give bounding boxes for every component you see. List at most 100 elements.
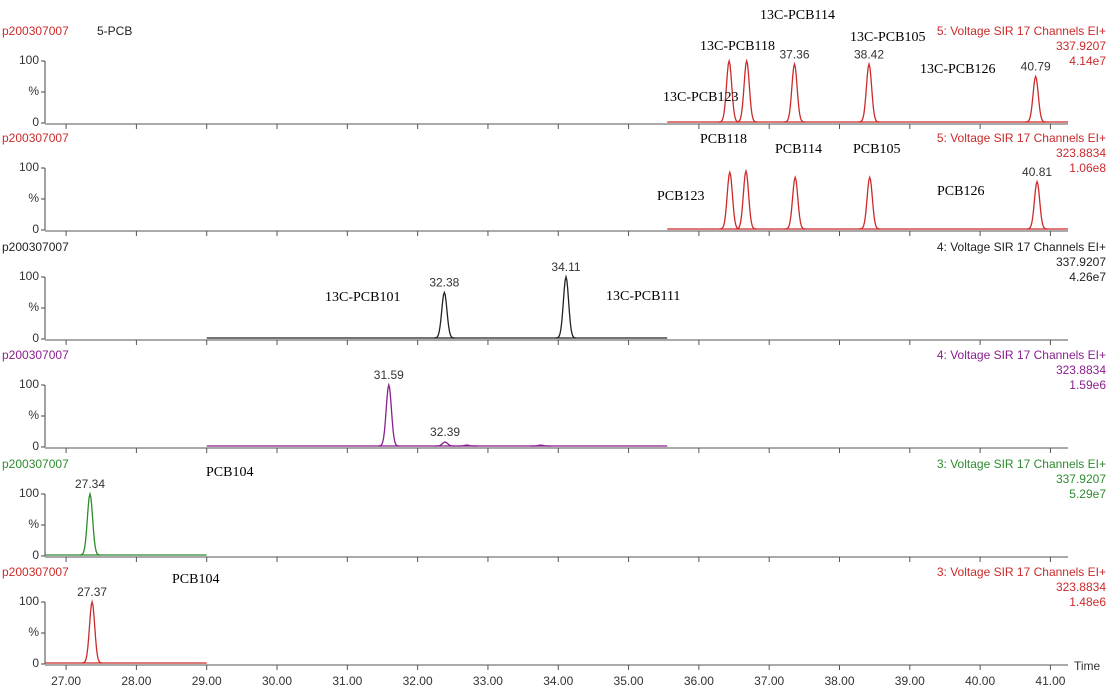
peak bbox=[1026, 179, 1048, 230]
mass-label: 323.8834 bbox=[1056, 580, 1106, 594]
peak bbox=[784, 175, 806, 230]
y-tick-label: 0 bbox=[32, 222, 39, 236]
y-tick-label: % bbox=[28, 300, 39, 314]
x-tick-label: 35.00 bbox=[614, 674, 644, 688]
x-tick-label: 38.00 bbox=[824, 674, 854, 688]
y-tick-label: % bbox=[28, 625, 39, 639]
peak bbox=[858, 61, 880, 123]
x-tick-label: 27.00 bbox=[51, 674, 81, 688]
intensity-label: 1.06e8 bbox=[1069, 161, 1106, 175]
y-tick-label: 0 bbox=[32, 656, 39, 670]
peak bbox=[530, 444, 552, 447]
intensity-label: 1.59e6 bbox=[1069, 378, 1106, 392]
compound-label: PCB123 bbox=[657, 189, 704, 204]
panel-title: p200307007 bbox=[2, 131, 69, 145]
mass-label: 323.8834 bbox=[1056, 363, 1106, 377]
x-tick-label: 33.00 bbox=[473, 674, 503, 688]
y-tick-label: 100 bbox=[19, 486, 39, 500]
compound-label: PCB104 bbox=[172, 572, 219, 587]
peak bbox=[736, 58, 758, 123]
compound-label: PCB126 bbox=[937, 184, 984, 199]
y-tick-label: 0 bbox=[32, 548, 39, 562]
panel-title: p200307007 bbox=[2, 240, 69, 254]
compound-label: 13C-PCB105 bbox=[850, 30, 925, 45]
mass-label: 337.9207 bbox=[1056, 472, 1106, 486]
x-tick-label: 41.00 bbox=[1035, 674, 1065, 688]
panel-title: p200307007 bbox=[2, 24, 69, 38]
peak-label: 40.79 bbox=[1021, 60, 1051, 74]
y-tick-label: 100 bbox=[19, 160, 39, 174]
peak-label: 37.36 bbox=[779, 47, 809, 61]
peak bbox=[378, 382, 400, 447]
panel-title: p200307007 bbox=[2, 565, 69, 579]
peak bbox=[79, 491, 101, 556]
y-tick-label: % bbox=[28, 84, 39, 98]
x-tick-label: 36.00 bbox=[684, 674, 714, 688]
function-label: 5: Voltage SIR 17 Channels EI+ bbox=[937, 24, 1106, 38]
peak-label: 32.38 bbox=[429, 276, 459, 290]
mass-label: 323.8834 bbox=[1056, 146, 1106, 160]
function-label: 3: Voltage SIR 17 Channels EI+ bbox=[937, 565, 1106, 579]
function-label: 5: Voltage SIR 17 Channels EI+ bbox=[937, 131, 1106, 145]
y-tick-label: % bbox=[28, 408, 39, 422]
intensity-label: 4.14e7 bbox=[1069, 54, 1106, 68]
y-tick-label: % bbox=[28, 191, 39, 205]
peak bbox=[434, 441, 456, 447]
x-tick-label: 32.00 bbox=[403, 674, 433, 688]
function-label: 4: Voltage SIR 17 Channels EI+ bbox=[937, 240, 1106, 254]
y-tick-label: 100 bbox=[19, 594, 39, 608]
peak-label: 31.59 bbox=[374, 368, 404, 382]
peak-label: 27.34 bbox=[75, 477, 105, 491]
y-tick-label: 100 bbox=[19, 53, 39, 67]
peak bbox=[81, 599, 103, 664]
x-tick-label: 30.00 bbox=[262, 674, 292, 688]
y-tick-label: 100 bbox=[19, 269, 39, 283]
peak-label: 40.81 bbox=[1022, 165, 1052, 179]
compound-label: PCB105 bbox=[853, 142, 900, 157]
compound-label: 13C-PCB118 bbox=[700, 39, 775, 54]
compound-label: PCB118 bbox=[700, 132, 747, 147]
mass-label: 337.9207 bbox=[1056, 255, 1106, 269]
function-label: 3: Voltage SIR 17 Channels EI+ bbox=[937, 457, 1106, 471]
y-tick-label: 0 bbox=[32, 439, 39, 453]
peak bbox=[1025, 74, 1047, 123]
y-tick-label: 100 bbox=[19, 377, 39, 391]
peak bbox=[456, 444, 478, 447]
compound-label: PCB114 bbox=[775, 142, 822, 157]
compound-label: 13C-PCB111 bbox=[606, 289, 680, 304]
x-tick-label: 34.00 bbox=[543, 674, 573, 688]
intensity-label: 1.48e6 bbox=[1069, 595, 1106, 609]
peak-label: 34.11 bbox=[551, 260, 580, 274]
y-tick-label: % bbox=[28, 517, 39, 531]
x-tick-label: 40.00 bbox=[965, 674, 995, 688]
function-label: 4: Voltage SIR 17 Channels EI+ bbox=[937, 348, 1106, 362]
peak bbox=[735, 168, 757, 230]
peak bbox=[859, 175, 881, 230]
compound-label: 13C-PCB101 bbox=[325, 290, 400, 305]
compound-label: 13C-PCB123 bbox=[663, 90, 738, 105]
panel-title: p200307007 bbox=[2, 457, 69, 471]
x-tick-label: 31.00 bbox=[332, 674, 362, 688]
x-tick-label: 37.00 bbox=[754, 674, 784, 688]
mass-label: 337.9207 bbox=[1056, 39, 1106, 53]
panel-title: p200307007 bbox=[2, 348, 69, 362]
peak bbox=[433, 290, 455, 339]
intensity-label: 4.26e7 bbox=[1069, 270, 1106, 284]
y-tick-label: 0 bbox=[32, 331, 39, 345]
y-tick-label: 0 bbox=[32, 115, 39, 129]
peak bbox=[719, 169, 741, 230]
compound-label: 13C-PCB126 bbox=[920, 62, 995, 77]
x-axis-label: Time bbox=[1074, 659, 1101, 673]
peak-label: 27.37 bbox=[77, 585, 107, 599]
intensity-label: 5.29e7 bbox=[1069, 487, 1106, 501]
x-tick-label: 39.00 bbox=[895, 674, 925, 688]
peak-label: 38.42 bbox=[854, 47, 884, 61]
x-tick-label: 28.00 bbox=[121, 674, 151, 688]
x-tick-label: 29.00 bbox=[192, 674, 222, 688]
peak bbox=[784, 61, 805, 123]
compound-label: PCB104 bbox=[206, 465, 253, 480]
peak-label: 32.39 bbox=[430, 425, 460, 439]
peak bbox=[718, 58, 740, 123]
panel-subtitle: 5-PCB bbox=[97, 24, 132, 38]
